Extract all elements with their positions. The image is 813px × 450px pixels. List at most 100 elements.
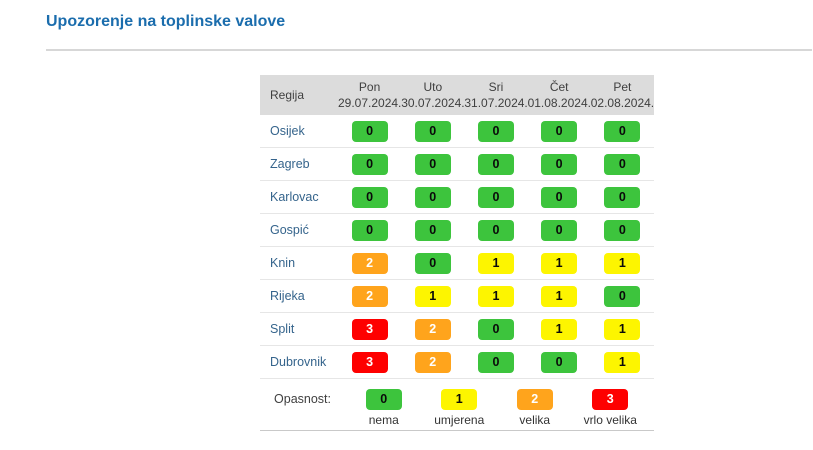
value-cell: 0 — [464, 351, 527, 373]
value-cell: 0 — [401, 186, 464, 208]
value-cell: 1 — [528, 252, 591, 274]
legend-badge: 2 — [516, 389, 553, 410]
value-cell: 0 — [464, 318, 527, 340]
value-cell: 0 — [401, 219, 464, 241]
table-row-split: Split 3 2 0 1 1 — [260, 313, 654, 346]
page-title: Upozorenje na toplinske valove — [46, 13, 286, 30]
warning-badge: 0 — [604, 285, 641, 307]
day-date: 01.08.2024. — [527, 96, 591, 110]
warning-badge: 0 — [414, 120, 451, 142]
value-cell: 0 — [591, 153, 654, 175]
warning-badge: 1 — [414, 285, 451, 307]
legend-row: Opasnost: 0 nema 1 umjerena 2 velika 3 v… — [260, 379, 654, 431]
warning-badge: 0 — [414, 252, 451, 274]
warning-badge: 1 — [541, 285, 578, 307]
value-cell: 0 — [528, 351, 591, 373]
value-cell: 2 — [401, 351, 464, 373]
value-cell: 1 — [401, 285, 464, 307]
warning-badge: 2 — [351, 252, 388, 274]
legend-item-nema: 0 nema — [346, 389, 422, 427]
warning-badge: 0 — [351, 153, 388, 175]
legend-item-label: vrlo velika — [583, 413, 637, 427]
value-cell: 0 — [338, 219, 401, 241]
warning-badge: 1 — [477, 285, 514, 307]
value-cell: 3 — [338, 318, 401, 340]
value-cell: 0 — [401, 252, 464, 274]
table-row-rijeka: Rijeka 2 1 1 1 0 — [260, 280, 654, 313]
warning-badge: 0 — [351, 219, 388, 241]
legend-label: Opasnost: — [274, 392, 331, 406]
warning-badge: 0 — [541, 120, 578, 142]
value-cell: 2 — [338, 252, 401, 274]
legend-badge: 1 — [441, 389, 478, 410]
region-label: Gospić — [270, 223, 309, 237]
warning-badge: 0 — [477, 186, 514, 208]
warning-badge: 1 — [604, 351, 641, 373]
warning-badge: 0 — [541, 153, 578, 175]
warning-badge: 0 — [414, 186, 451, 208]
value-cell: 0 — [528, 120, 591, 142]
warning-badge: 0 — [541, 186, 578, 208]
legend-item-velika: 2 velika — [497, 389, 573, 427]
day-name: Uto — [423, 80, 443, 94]
value-cell: 1 — [591, 252, 654, 274]
table-row-karlovac: Karlovac 0 0 0 0 0 — [260, 181, 654, 214]
value-cell: 0 — [338, 153, 401, 175]
warning-badge: 0 — [604, 153, 641, 175]
warning-badge: 1 — [541, 252, 578, 274]
warning-badge: 0 — [604, 120, 641, 142]
value-cell: 0 — [528, 153, 591, 175]
value-cell: 0 — [591, 120, 654, 142]
day-date: 31.07.2024. — [464, 96, 528, 110]
value-cell: 1 — [528, 285, 591, 307]
value-cell: 1 — [464, 285, 527, 307]
value-cell: 0 — [591, 186, 654, 208]
warning-badge: 0 — [351, 120, 388, 142]
warning-badge: 0 — [541, 351, 578, 373]
warning-badge: 2 — [351, 285, 388, 307]
warning-badge: 1 — [541, 318, 578, 340]
heat-wave-warning-table: Regija Pon 29.07.2024. Uto 30.07.2024. S… — [260, 75, 654, 431]
column-header-day-5: Pet 02.08.2024. — [591, 79, 654, 111]
legend-item-label: nema — [368, 413, 399, 427]
region-label: Rijeka — [270, 289, 305, 303]
value-cell: 0 — [528, 219, 591, 241]
table-row-gospic: Gospić 0 0 0 0 0 — [260, 214, 654, 247]
warning-badge: 0 — [351, 186, 388, 208]
region-label: Knin — [270, 256, 296, 270]
title-divider — [46, 49, 812, 51]
warning-badge: 0 — [477, 219, 514, 241]
value-cell: 3 — [338, 351, 401, 373]
legend-items: 0 nema 1 umjerena 2 velika 3 vrlo velika — [338, 389, 654, 427]
legend-badge: 0 — [365, 389, 402, 410]
legend-item-vrlo-velika: 3 vrlo velika — [573, 389, 649, 427]
table-row-dubrovnik: Dubrovnik 3 2 0 0 1 — [260, 346, 654, 379]
warning-badge: 1 — [604, 318, 641, 340]
warning-badge: 0 — [477, 153, 514, 175]
table-row-zagreb: Zagreb 0 0 0 0 0 — [260, 148, 654, 181]
warning-badge: 1 — [604, 252, 641, 274]
value-cell: 1 — [464, 252, 527, 274]
day-date: 30.07.2024. — [401, 96, 465, 110]
day-date: 29.07.2024. — [338, 96, 402, 110]
legend-item-label: velika — [519, 413, 551, 427]
day-date: 02.08.2024. — [590, 96, 655, 110]
value-cell: 2 — [338, 285, 401, 307]
day-name: Čet — [549, 80, 569, 94]
column-header-day-4: Čet 01.08.2024. — [528, 79, 591, 111]
day-name: Pet — [613, 80, 632, 94]
warning-badge: 0 — [414, 219, 451, 241]
value-cell: 0 — [338, 120, 401, 142]
warning-badge: 0 — [477, 351, 514, 373]
warning-badge: 3 — [351, 351, 388, 373]
value-cell: 0 — [401, 120, 464, 142]
region-label: Karlovac — [270, 190, 319, 204]
day-name: Sri — [488, 80, 504, 94]
value-cell: 1 — [591, 318, 654, 340]
table-row-osijek: Osijek 0 0 0 0 0 — [260, 115, 654, 148]
warning-badge: 0 — [604, 186, 641, 208]
region-label: Osijek — [270, 124, 305, 138]
warning-badge: 0 — [414, 153, 451, 175]
column-header-day-1: Pon 29.07.2024. — [338, 79, 401, 111]
legend-badge: 3 — [592, 389, 629, 410]
